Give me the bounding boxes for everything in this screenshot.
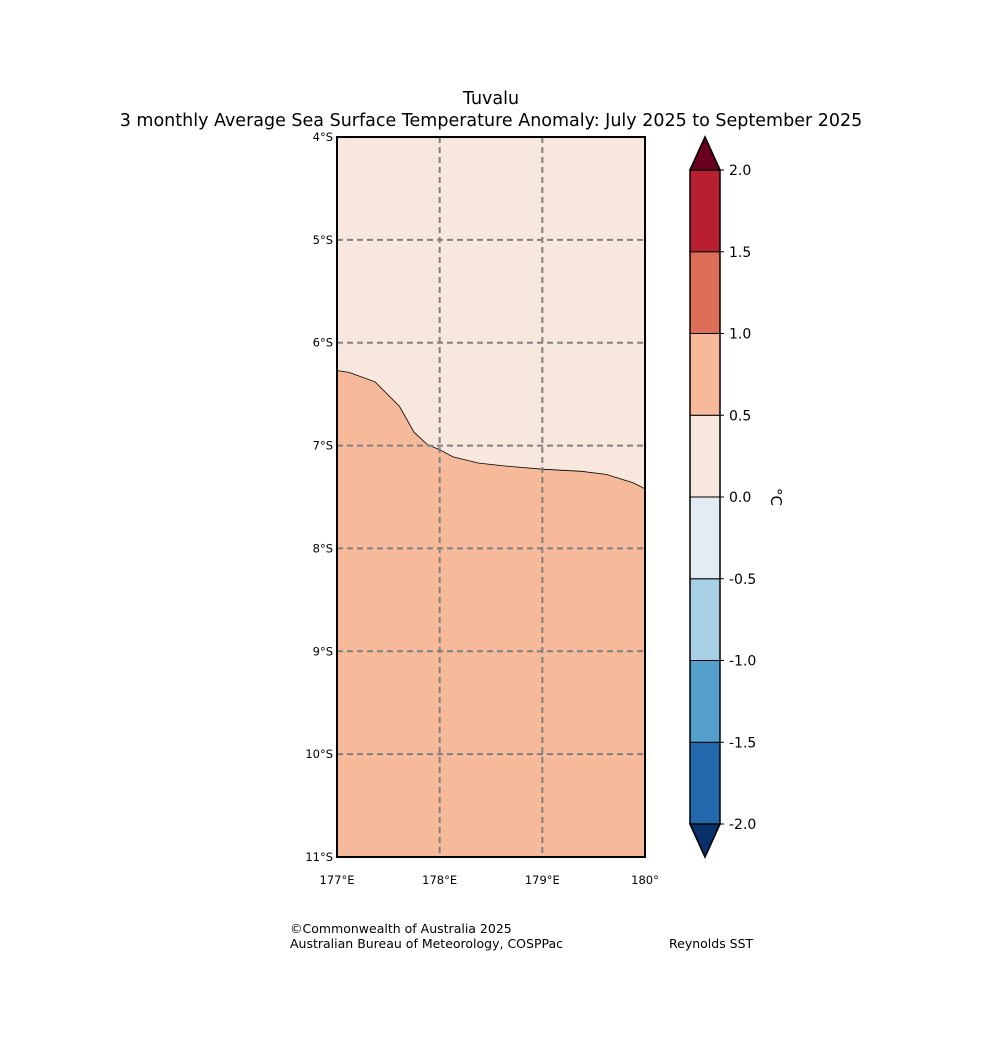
colorbar-tick-label: 1.0 [729,327,751,343]
colorbar-unit-label: °C [767,488,785,506]
colorbar-bin [689,741,721,825]
colorbar-bin [689,251,721,334]
colorbar-under-arrow [688,823,722,859]
colorbar-tick-label: -2.0 [729,817,756,833]
colorbar-bin [689,333,721,416]
colorbar-bin [689,496,721,580]
colorbar-tick-label: 0.0 [729,490,751,506]
map-area [336,137,646,857]
lat-label: 7°S [313,439,333,453]
colorbar-tick-label: 1.5 [729,245,751,261]
colorbar-tick-label: 0.5 [729,408,751,424]
colorbar-tick-label: -1.5 [729,735,756,751]
colorbar-over-arrow [688,135,722,171]
map-subtitle: 3 monthly Average Sea Surface Temperatur… [119,111,863,131]
lat-label: 10°S [305,747,333,761]
anomaly-region-high [337,370,645,857]
lat-label: 8°S [313,541,333,555]
map-title: Tuvalu [462,89,520,109]
lat-label: 11°S [305,850,333,864]
colorbar-bin [689,660,721,743]
lon-label: 179°E [525,873,560,887]
lat-label: 9°S [313,644,333,658]
colorbar-tick-label: -0.5 [729,572,756,588]
lat-label: 6°S [313,336,333,350]
colorbar-bin [689,414,721,498]
agency-text: Australian Bureau of Meteorology, COSPPa… [290,936,563,951]
map-axes: 4°S 5°S 6°S 7°S 8°S 9°S 10°S 11°S 177°E 178°E 179°… [305,130,659,887]
colorbar: 2.0 1.5 1.0 0.5 0.0 -0.5 -1.0 -1.5 -2.0 °C [688,135,785,859]
lon-label: 180° [631,873,659,887]
lat-label: 4°S [313,130,333,144]
contour-line [336,370,646,490]
copyright-text: ©Commonwealth of Australia 2025 [290,921,512,936]
colorbar-tick-label: -1.0 [729,654,756,670]
lon-label: 177°E [320,873,355,887]
map-frame [336,136,646,858]
colorbar-tick-label: 2.0 [729,163,751,179]
colorbar-bin [689,578,721,661]
colorbar-bin [689,169,721,253]
lat-label: 5°S [313,233,333,247]
data-source-text: Reynolds SST [669,936,754,951]
graticule [337,137,645,857]
lon-label: 178°E [422,873,457,887]
